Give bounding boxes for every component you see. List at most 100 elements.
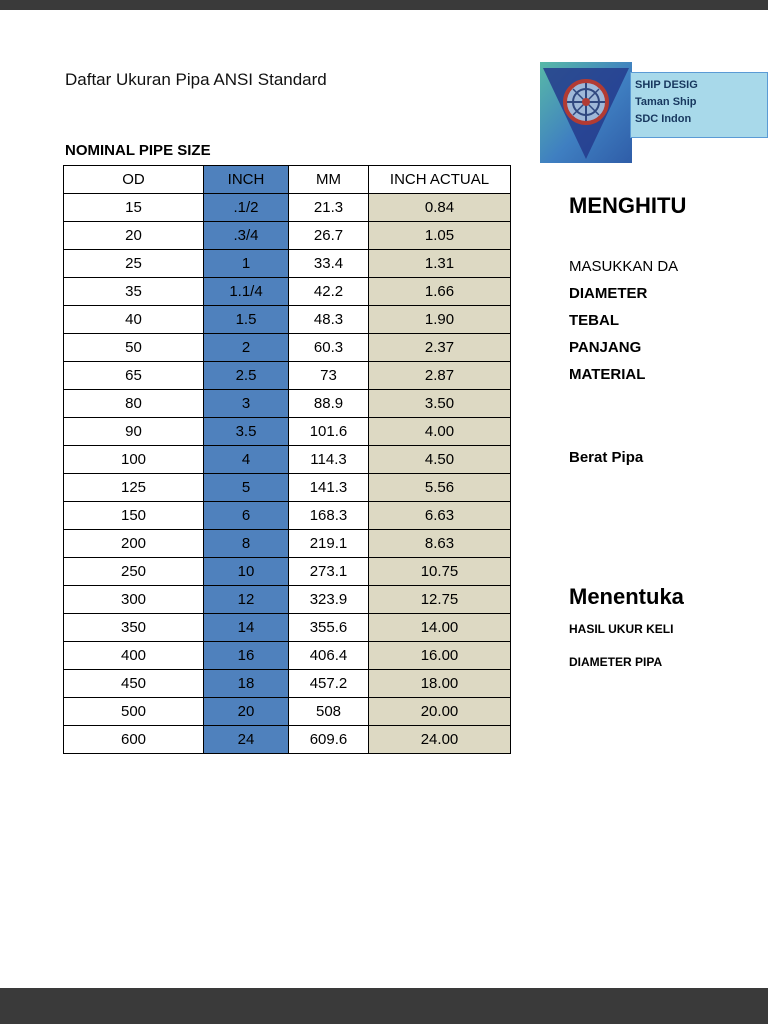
logo-caption-line: SDC Indon [635, 113, 692, 125]
inch-actual-cell: 14.00 [368, 613, 511, 642]
inch-actual-cell: 3.50 [368, 389, 511, 418]
inch-cell: .3/4 [203, 221, 289, 250]
letterbox-bottom [0, 988, 768, 1024]
inch-cell: 6 [203, 501, 289, 530]
label-tebal: TEBAL [569, 312, 619, 329]
od-cell: 600 [63, 725, 204, 754]
inch-cell: 3.5 [203, 417, 289, 446]
od-cell: 15 [63, 193, 204, 222]
inch-actual-cell: 4.50 [368, 445, 511, 474]
mm-cell: 323.9 [288, 585, 369, 614]
inch-cell: .1/2 [203, 193, 289, 222]
od-cell: 20 [63, 221, 204, 250]
label-material: MATERIAL [569, 366, 646, 383]
od-cell: 200 [63, 529, 204, 558]
inch-actual-cell: 12.75 [368, 585, 511, 614]
inch-cell: 2 [203, 333, 289, 362]
inch-actual-cell: 1.31 [368, 249, 511, 278]
label-hasil-ukur: HASIL UKUR KELI [569, 622, 674, 636]
mm-cell: 21.3 [288, 193, 369, 222]
pipe-table-body: 15.1/2 21.3 0.84 20.3/4 26.7 1.05 25 1 33.4 1.31 3… [63, 193, 511, 754]
logo-caption-line: SHIP DESIG [635, 79, 698, 91]
od-cell: 100 [63, 445, 204, 474]
inch-actual-cell: 20.00 [368, 697, 511, 726]
table-row: 100 4 114.3 4.50 [63, 445, 511, 474]
mm-cell: 355.6 [288, 613, 369, 642]
inch-cell: 2.5 [203, 361, 289, 390]
inch-cell: 24 [203, 725, 289, 754]
inch-actual-cell: 5.56 [368, 473, 511, 502]
table-row: 40 1.5 48.3 1.90 [63, 305, 511, 334]
inch-actual-cell: 0.84 [368, 193, 511, 222]
mm-cell: 219.1 [288, 529, 369, 558]
logo-caption-line: Taman Ship [635, 96, 697, 108]
table-row: 250 10 273.1 10.75 [63, 557, 511, 586]
inch-actual-cell: 24.00 [368, 725, 511, 754]
table-row: 200 8 219.1 8.63 [63, 529, 511, 558]
mm-cell: 406.4 [288, 641, 369, 670]
label-panjang: PANJANG [569, 339, 642, 356]
inch-cell: 1 [203, 249, 289, 278]
table-row: 125 5 141.3 5.56 [63, 473, 511, 502]
table-row: 300 12 323.9 12.75 [63, 585, 511, 614]
inch-actual-cell: 4.00 [368, 417, 511, 446]
table-row: 90 3.5 101.6 4.00 [63, 417, 511, 446]
mm-cell: 101.6 [288, 417, 369, 446]
mm-cell: 141.3 [288, 473, 369, 502]
logo-emblem-graphic [540, 62, 632, 163]
inch-cell: 1.1/4 [203, 277, 289, 306]
od-cell: 90 [63, 417, 204, 446]
letterbox-top [0, 0, 768, 10]
pipe-size-table: OD INCH MM INCH ACTUAL 15.1/2 21.3 0.84 20.… [63, 165, 511, 754]
heading-menghitung: MENGHITU [569, 193, 687, 218]
inch-actual-cell: 18.00 [368, 669, 511, 698]
table-row: 25 1 33.4 1.31 [63, 249, 511, 278]
mm-cell: 42.2 [288, 277, 369, 306]
table-header-row: OD INCH MM INCH ACTUAL [63, 165, 511, 194]
table-row: 450 18 457.2 18.00 [63, 669, 511, 698]
od-cell: 25 [63, 249, 204, 278]
mm-cell: 88.9 [288, 389, 369, 418]
inch-actual-cell: 1.66 [368, 277, 511, 306]
mm-cell: 609.6 [288, 725, 369, 754]
col-header-inch: INCH [203, 165, 289, 194]
inch-actual-cell: 10.75 [368, 557, 511, 586]
table-row: 600 24 609.6 24.00 [63, 725, 511, 754]
inch-actual-cell: 1.90 [368, 305, 511, 334]
od-cell: 50 [63, 333, 204, 362]
col-header-od: OD [63, 165, 204, 194]
inch-cell: 5 [203, 473, 289, 502]
ship-design-logo [540, 62, 632, 163]
table-row: 65 2.5 73 2.87 [63, 361, 511, 390]
od-cell: 400 [63, 641, 204, 670]
mm-cell: 457.2 [288, 669, 369, 698]
inch-cell: 10 [203, 557, 289, 586]
mm-cell: 273.1 [288, 557, 369, 586]
od-cell: 35 [63, 277, 204, 306]
inch-cell: 3 [203, 389, 289, 418]
od-cell: 80 [63, 389, 204, 418]
heading-menentukan: Menentuka [569, 584, 684, 609]
od-cell: 150 [63, 501, 204, 530]
od-cell: 250 [63, 557, 204, 586]
col-header-mm: MM [288, 165, 369, 194]
inch-cell: 8 [203, 529, 289, 558]
mm-cell: 114.3 [288, 445, 369, 474]
table-row: 400 16 406.4 16.00 [63, 641, 511, 670]
table-row: 50 2 60.3 2.37 [63, 333, 511, 362]
od-cell: 350 [63, 613, 204, 642]
inch-actual-cell: 6.63 [368, 501, 511, 530]
mm-cell: 508 [288, 697, 369, 726]
logo-caption-box: SHIP DESIG Taman Ship SDC Indon [630, 72, 768, 138]
inch-cell: 12 [203, 585, 289, 614]
od-cell: 300 [63, 585, 204, 614]
od-cell: 65 [63, 361, 204, 390]
table-row: 35 1.1/4 42.2 1.66 [63, 277, 511, 306]
inch-actual-cell: 8.63 [368, 529, 511, 558]
mm-cell: 33.4 [288, 249, 369, 278]
table-row: 500 20 508 20.00 [63, 697, 511, 726]
table-row: 20.3/4 26.7 1.05 [63, 221, 511, 250]
inch-cell: 14 [203, 613, 289, 642]
table-row: 350 14 355.6 14.00 [63, 613, 511, 642]
